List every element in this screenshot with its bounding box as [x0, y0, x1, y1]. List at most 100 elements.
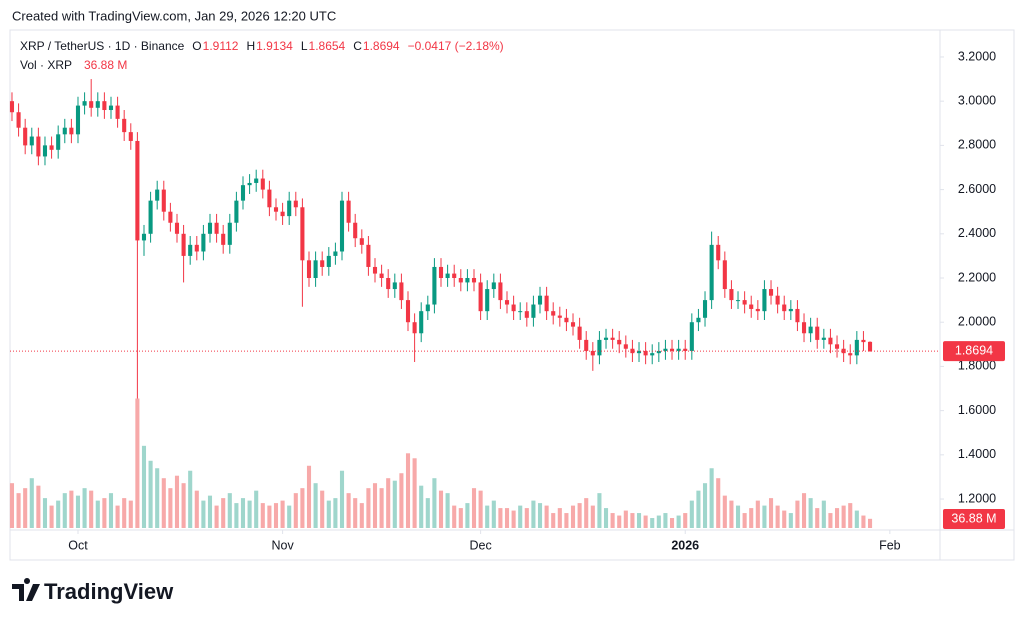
volume-bar — [623, 510, 628, 528]
candle-body — [742, 300, 747, 305]
volume-bar — [135, 398, 140, 528]
candle-body — [115, 105, 120, 119]
candle-body — [630, 348, 635, 354]
volume-bar — [194, 490, 199, 528]
volume-bar — [834, 508, 840, 528]
candle-body — [89, 101, 94, 108]
candle-body — [762, 289, 767, 312]
volume-bar — [471, 488, 477, 528]
candle-body — [650, 353, 655, 356]
volume-bar — [425, 498, 430, 528]
legend-value: 1.8654 — [309, 39, 346, 53]
candle-body — [445, 273, 450, 279]
volume-bar — [537, 503, 543, 528]
candle-body — [346, 200, 351, 223]
volume-bar — [821, 500, 826, 528]
volume-bar — [801, 493, 807, 528]
candle-body — [867, 341, 873, 352]
volume-bar — [333, 498, 338, 528]
volume-bar — [438, 490, 444, 528]
candle-body — [821, 337, 826, 340]
candle-body — [108, 105, 114, 111]
candle-body — [260, 178, 265, 190]
candle-body — [815, 326, 820, 340]
volume-bar — [518, 505, 523, 528]
volume-bar — [617, 515, 622, 528]
volume-bar — [768, 498, 774, 528]
candle-body — [795, 308, 800, 323]
volume-bar — [775, 505, 780, 528]
volume-bar — [306, 465, 312, 528]
volume-bar — [89, 490, 94, 528]
candle-body — [801, 322, 807, 334]
volume-bar — [141, 445, 147, 528]
legend-key: L — [301, 39, 308, 53]
volume-bar — [273, 503, 279, 528]
candle-body — [392, 282, 397, 290]
candle-body — [465, 278, 470, 283]
volume-bar — [260, 503, 265, 528]
candle-body — [419, 311, 424, 334]
volume-bar — [788, 513, 793, 528]
volume-bar — [405, 453, 411, 528]
volume-bar — [445, 493, 450, 528]
volume-bar — [300, 488, 305, 528]
volume-bar — [782, 510, 787, 528]
volume-bar — [115, 505, 120, 528]
candle-body — [122, 118, 127, 133]
volume-bar — [287, 505, 292, 528]
candle-body — [676, 348, 681, 351]
volume-bar — [485, 505, 490, 528]
volume-bar — [861, 515, 866, 528]
candle-body — [669, 348, 675, 351]
candle-body — [834, 344, 840, 349]
candle-body — [95, 101, 100, 108]
candle-body — [584, 339, 589, 351]
volume-bar — [491, 500, 496, 528]
candle-body — [75, 105, 81, 135]
candle-body — [709, 244, 714, 301]
candle-body — [729, 289, 734, 301]
candle-body — [128, 132, 133, 141]
volume-bar — [570, 505, 576, 528]
candle-body — [735, 300, 741, 302]
candle-body — [366, 244, 371, 267]
volume-bar — [56, 500, 61, 528]
volume-bar — [656, 515, 661, 528]
volume-bar — [716, 478, 721, 528]
volume-bar — [841, 505, 846, 528]
legend-value: 1.8694 — [363, 39, 400, 53]
volume-bar — [392, 480, 397, 528]
volume-bar — [62, 493, 67, 528]
candle-body — [511, 304, 516, 312]
volume-bar — [214, 505, 219, 528]
candle-body — [201, 233, 206, 252]
candle-body — [293, 200, 298, 208]
candle-body — [702, 300, 708, 318]
candle-body — [16, 112, 21, 128]
volume-tag — [943, 509, 1005, 529]
candle-body — [29, 136, 34, 146]
candle-body — [425, 304, 430, 312]
candle-body — [716, 244, 721, 261]
candle-body — [49, 145, 54, 150]
y-tick-label: 2.4000 — [958, 226, 996, 240]
x-tick-label: Dec — [469, 538, 491, 552]
volume-bar — [399, 473, 404, 528]
volume-value: 36.88 M — [84, 58, 127, 72]
symbol: XRP / TetherUS · 1D · Binance — [20, 39, 185, 53]
volume-bar — [155, 468, 160, 528]
x-tick-label: Feb — [879, 538, 901, 552]
y-tick-label: 2.6000 — [958, 182, 996, 196]
candle-body — [518, 311, 523, 313]
volume-bar — [663, 513, 668, 528]
volume-bar — [36, 485, 41, 528]
candle-body — [82, 101, 87, 106]
candle-body — [478, 282, 483, 312]
candle-body — [755, 308, 760, 312]
candle-body — [452, 273, 457, 279]
volume-bar — [366, 488, 371, 528]
candle-body — [498, 282, 503, 301]
volume-bar — [762, 505, 767, 528]
